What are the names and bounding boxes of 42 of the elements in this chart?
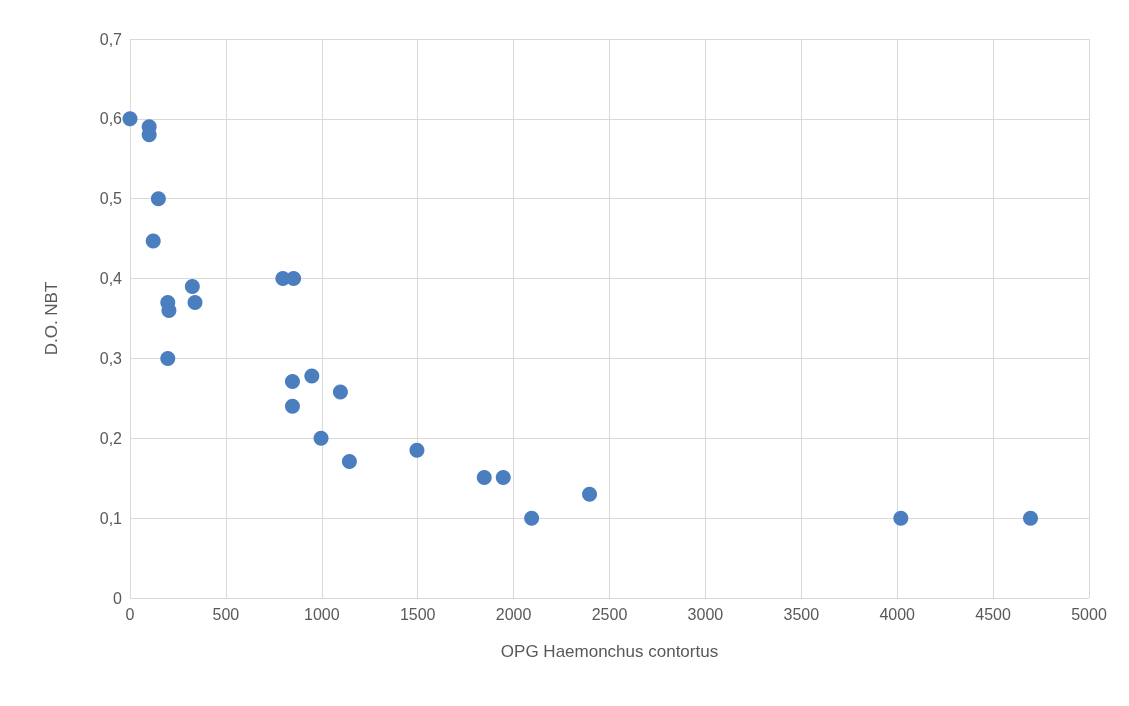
y-tick-label: 0,1 [99, 509, 123, 527]
x-tick-label: 2500 [591, 605, 628, 623]
y-axis-title: D.O. NBT [42, 281, 61, 356]
x-tick-label: 500 [212, 605, 240, 623]
point [150, 191, 166, 207]
y-tick-label: 0,4 [99, 270, 123, 288]
y-tick-label: 0,3 [99, 349, 123, 367]
point [409, 442, 425, 458]
point [161, 303, 177, 319]
point [286, 271, 302, 287]
x-tick-label: 1000 [304, 605, 340, 623]
x-tick-label: 2000 [495, 605, 532, 623]
point [145, 233, 161, 249]
point [495, 469, 511, 485]
y-tick-label: 0,7 [99, 30, 123, 48]
point [284, 398, 300, 414]
x-tick-label: 4500 [975, 605, 1011, 623]
y-tick-label: 0 [113, 589, 123, 607]
x-tick-label: 1500 [399, 605, 436, 623]
point [122, 111, 138, 127]
point [284, 374, 300, 390]
point [160, 350, 176, 366]
x-axis-title: OPG Haemonchus contortus [500, 642, 719, 661]
point [476, 469, 492, 485]
point [582, 486, 598, 502]
point [332, 384, 348, 400]
point [341, 453, 357, 469]
point [893, 510, 909, 526]
x-tick-label: 5000 [1071, 605, 1107, 623]
point [524, 510, 540, 526]
x-tick-label: 4000 [879, 605, 916, 623]
point [304, 368, 320, 384]
x-tick-label: 3000 [687, 605, 724, 623]
point [313, 430, 329, 446]
point [1023, 510, 1038, 526]
y-tick-label: 0,5 [99, 190, 123, 208]
x-tick-label: 0 [125, 605, 135, 623]
y-tick-label: 0,6 [99, 110, 123, 128]
point [187, 295, 203, 311]
x-tick-label: 3500 [783, 605, 820, 623]
y-tick-label: 0,2 [99, 429, 123, 447]
point [184, 279, 200, 295]
